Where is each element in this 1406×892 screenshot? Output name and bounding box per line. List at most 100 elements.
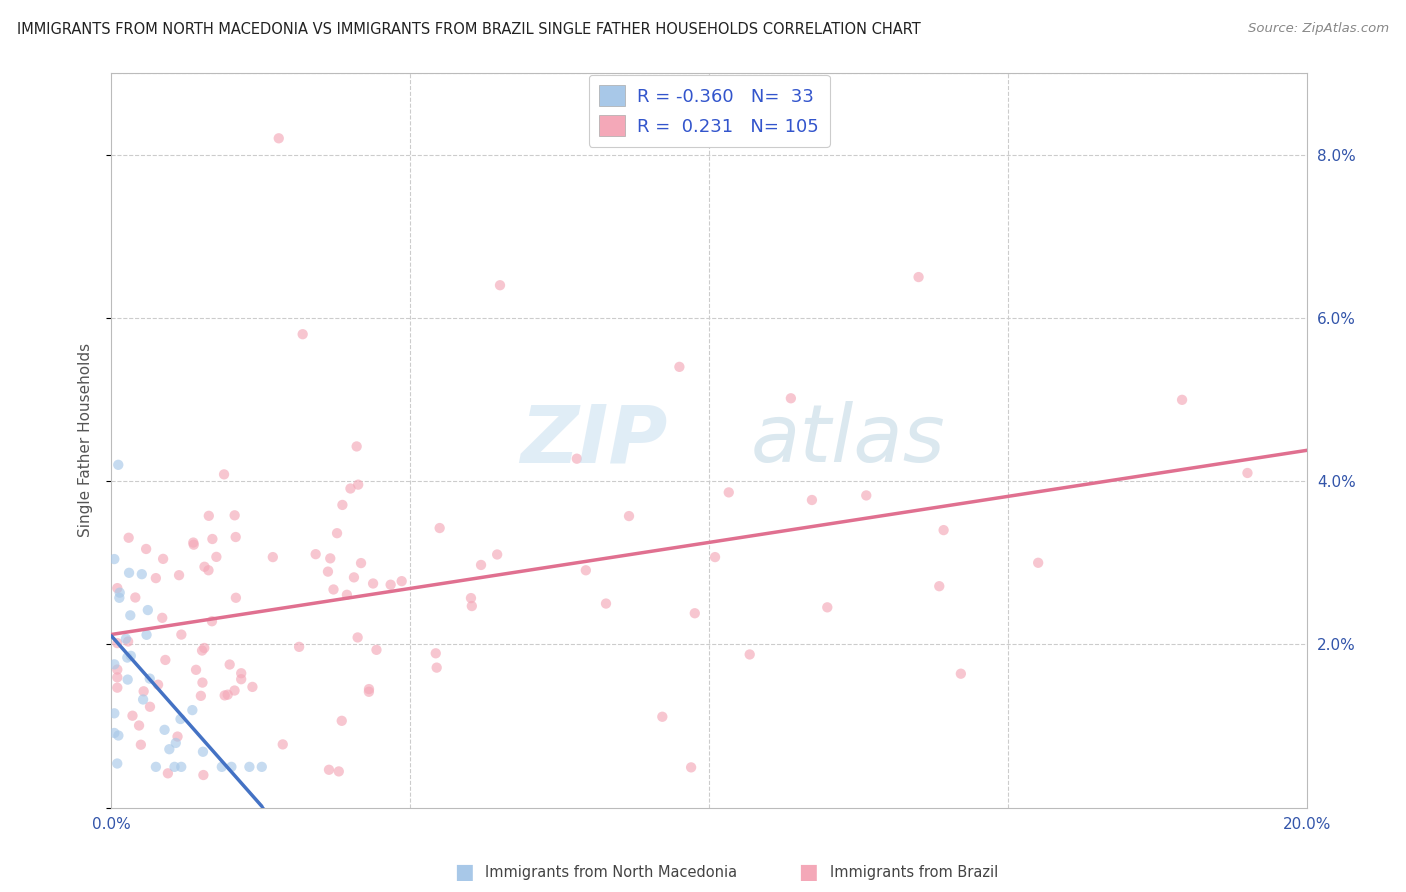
Point: [191, 675, 214, 690]
Point: [357, 682, 380, 697]
Point: [800, 493, 823, 508]
Point: [197, 563, 219, 577]
Point: [121, 708, 143, 723]
Point: [595, 597, 617, 611]
Text: atlas: atlas: [751, 401, 946, 479]
Point: [291, 327, 314, 342]
Point: [103, 726, 125, 740]
Point: [214, 689, 236, 703]
Point: [262, 550, 284, 565]
Point: [105, 670, 128, 684]
Point: [250, 760, 273, 774]
Point: [343, 570, 366, 584]
Point: [815, 600, 838, 615]
Point: [139, 672, 162, 686]
Point: [366, 643, 388, 657]
Point: [120, 608, 142, 623]
Point: [105, 681, 128, 695]
Point: [267, 131, 290, 145]
Point: [1171, 392, 1194, 407]
Point: [332, 498, 354, 512]
Point: [779, 392, 801, 406]
Point: [288, 640, 311, 654]
Point: [425, 646, 447, 660]
Point: [225, 591, 247, 605]
Point: [346, 439, 368, 453]
Point: [198, 508, 221, 523]
Point: [470, 558, 492, 572]
Point: [181, 703, 204, 717]
Point: [907, 270, 929, 285]
Point: [117, 634, 139, 648]
Point: [347, 477, 370, 491]
Point: [328, 764, 350, 779]
Point: [211, 760, 233, 774]
Point: [205, 549, 228, 564]
Point: [330, 714, 353, 728]
Point: [361, 576, 384, 591]
Point: [271, 738, 294, 752]
Point: [350, 556, 373, 570]
Point: [118, 531, 141, 545]
Point: [949, 666, 972, 681]
Point: [107, 729, 129, 743]
Point: [128, 718, 150, 732]
Point: [163, 760, 186, 774]
Point: [183, 538, 205, 552]
Point: [326, 526, 349, 541]
Point: [150, 611, 173, 625]
Point: [683, 606, 706, 620]
Text: Immigrants from Brazil: Immigrants from Brazil: [830, 865, 998, 880]
Point: [191, 745, 214, 759]
Point: [103, 657, 125, 672]
Point: [139, 699, 162, 714]
Point: [221, 760, 243, 774]
Point: [132, 692, 155, 706]
Point: [135, 628, 157, 642]
Point: [391, 574, 413, 589]
Point: [218, 657, 240, 672]
Point: [105, 581, 128, 595]
Text: ■: ■: [799, 863, 818, 882]
Point: [217, 688, 239, 702]
Point: [668, 359, 690, 374]
Point: [305, 547, 328, 561]
Point: [103, 552, 125, 566]
Point: [152, 552, 174, 566]
Point: [136, 603, 159, 617]
Point: [231, 672, 253, 686]
Point: [565, 451, 588, 466]
Point: [124, 591, 146, 605]
Point: [155, 653, 177, 667]
Point: [107, 458, 129, 472]
Point: [108, 591, 131, 605]
Point: [316, 565, 339, 579]
Point: [170, 627, 193, 641]
Point: [225, 530, 247, 544]
Text: Immigrants from North Macedonia: Immigrants from North Macedonia: [485, 865, 737, 880]
Point: [224, 683, 246, 698]
Point: [380, 577, 402, 591]
Point: [928, 579, 950, 593]
Point: [193, 768, 215, 782]
Point: [738, 648, 761, 662]
Point: [145, 571, 167, 585]
Point: [486, 548, 509, 562]
Text: Source: ZipAtlas.com: Source: ZipAtlas.com: [1249, 22, 1389, 36]
Point: [135, 541, 157, 556]
Point: [145, 760, 167, 774]
Point: [181, 535, 204, 549]
Point: [105, 756, 128, 771]
Legend: R = -0.360   N=  33, R =  0.231   N= 105: R = -0.360 N= 33, R = 0.231 N= 105: [589, 75, 830, 147]
Point: [105, 636, 128, 650]
Point: [169, 712, 191, 726]
Point: [118, 566, 141, 580]
Point: [231, 666, 253, 681]
Text: IMMIGRANTS FROM NORTH MACEDONIA VS IMMIGRANTS FROM BRAZIL SINGLE FATHER HOUSEHOL: IMMIGRANTS FROM NORTH MACEDONIA VS IMMIG…: [17, 22, 921, 37]
Point: [1236, 466, 1258, 480]
Point: [117, 673, 139, 687]
Point: [336, 588, 359, 602]
Point: [129, 738, 152, 752]
Point: [156, 766, 179, 780]
Text: ZIP: ZIP: [520, 401, 668, 479]
